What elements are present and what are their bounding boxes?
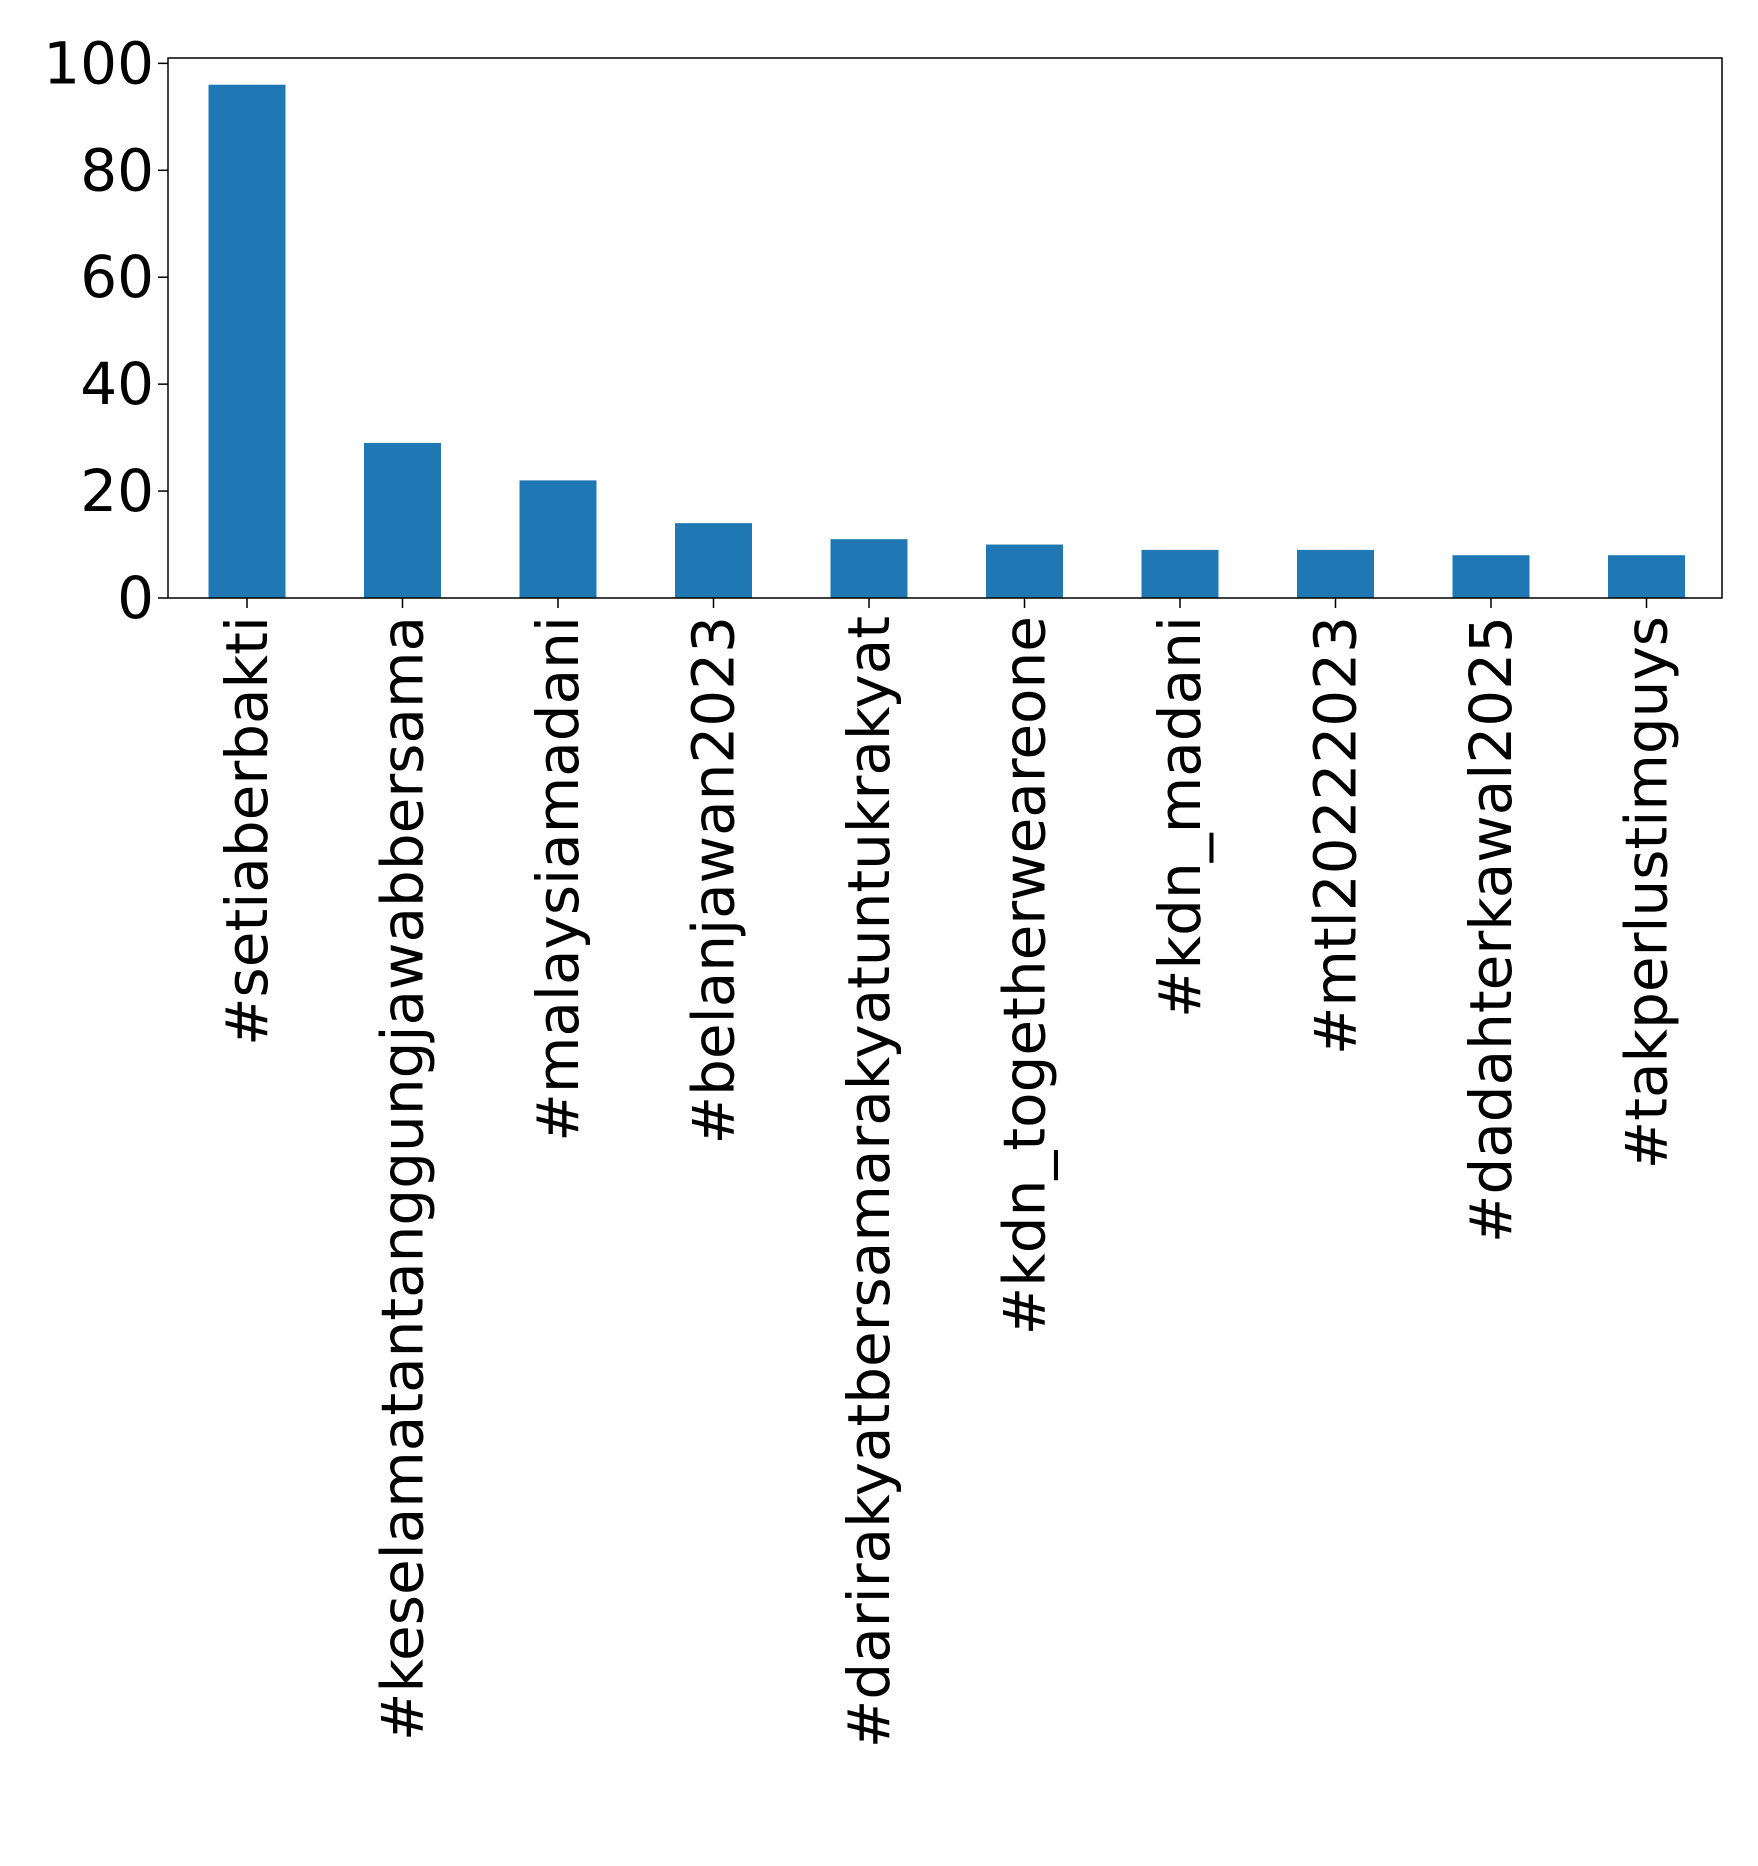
y-tick-label: 20 xyxy=(80,457,154,525)
y-tick-label: 100 xyxy=(43,29,154,97)
x-category-label: #takperlustimguys xyxy=(1613,616,1681,1169)
bar-4 xyxy=(675,523,752,598)
bar-3 xyxy=(519,480,597,598)
bar-10 xyxy=(1608,555,1685,598)
plot-frame xyxy=(167,57,1723,599)
bar-8 xyxy=(1297,549,1374,598)
y-tick-label: 60 xyxy=(80,243,154,311)
x-category-label: #kdn_madani xyxy=(1146,616,1214,1018)
x-category-label: #setiaberbakti xyxy=(213,616,281,1046)
x-category-label: #keselamatantanggungjawabbersama xyxy=(369,616,437,1741)
bar-1 xyxy=(208,84,286,599)
bar-2 xyxy=(364,442,441,598)
y-tick-label: 40 xyxy=(80,350,154,418)
x-category-label: #kdn_togetherweareone xyxy=(991,616,1059,1335)
x-category-label: #darirakyatbersamarakyatuntukrakyat xyxy=(835,616,903,1748)
y-axis: 0 20 40 60 80 100 xyxy=(43,29,168,632)
y-tick-label: 0 xyxy=(117,564,154,632)
x-category-label: #mtl20222023 xyxy=(1302,616,1370,1055)
bars-group xyxy=(208,84,1685,599)
x-category-label: #malaysiamadani xyxy=(524,616,592,1142)
x-category-label: #belanjawan2023 xyxy=(680,616,748,1145)
bar-5 xyxy=(830,539,908,598)
bar-6 xyxy=(986,544,1063,598)
y-tick-label: 80 xyxy=(80,136,154,204)
bar-9 xyxy=(1452,555,1530,598)
x-category-label: #dadahterkawal2025 xyxy=(1457,616,1525,1243)
x-axis: #setiaberbakti #keselamatantanggungjawabb… xyxy=(213,598,1681,1748)
bar-7 xyxy=(1141,549,1219,598)
